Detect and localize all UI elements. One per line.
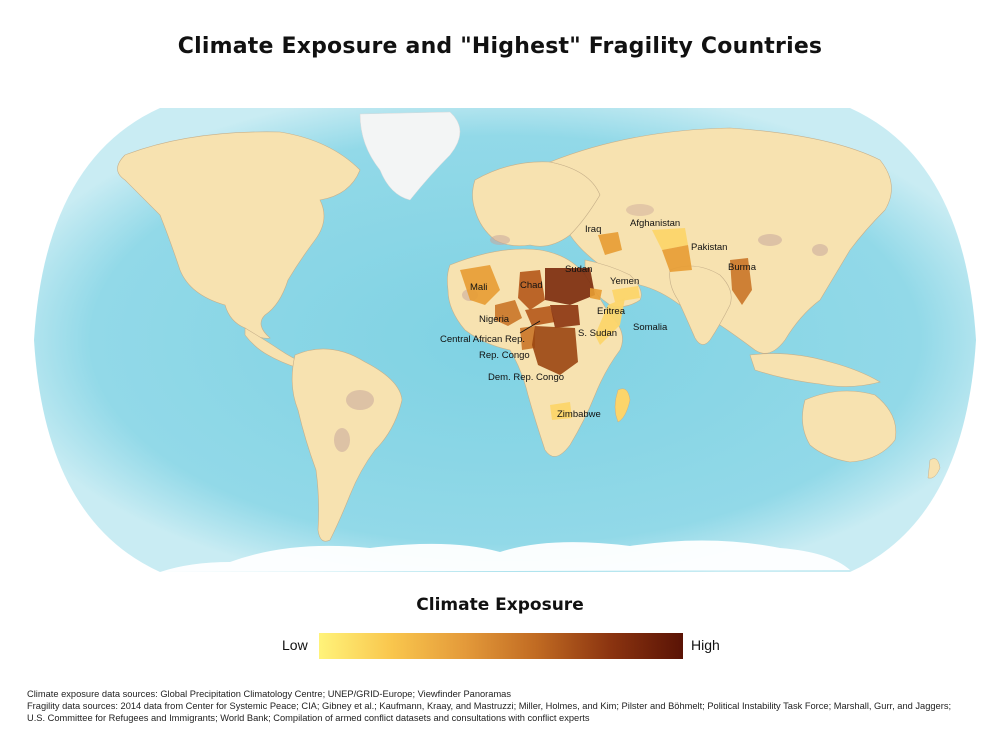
land-australia bbox=[802, 390, 897, 463]
region-burma bbox=[730, 258, 752, 305]
region-car bbox=[525, 306, 555, 326]
land-north-america bbox=[117, 131, 361, 339]
country-label: Pakistan bbox=[691, 242, 727, 253]
country-label: Iraq bbox=[585, 224, 601, 235]
leader-line bbox=[519, 320, 541, 334]
land-india bbox=[669, 265, 732, 345]
region-s-sudan bbox=[550, 305, 580, 328]
legend-high-label: High bbox=[691, 637, 720, 653]
country-label: Zimbabwe bbox=[557, 409, 601, 420]
country-label: Yemen bbox=[610, 276, 639, 287]
country-label: Nigeria bbox=[479, 314, 510, 325]
legend-title: Climate Exposure bbox=[416, 595, 584, 615]
dry-patch bbox=[758, 234, 782, 246]
world-map: Afghanistan Iraq Pakistan Sudan Yemen Burma Ma… bbox=[30, 100, 980, 580]
dry-patch bbox=[626, 204, 654, 216]
region-sudan bbox=[545, 268, 595, 305]
region-eritrea bbox=[590, 288, 602, 300]
region-nigeria bbox=[495, 300, 522, 326]
world-map-svg: Afghanistan Iraq Pakistan Sudan Yemen Burma Ma… bbox=[34, 108, 976, 572]
country-label: Dem. Rep. Congo bbox=[488, 372, 564, 383]
sources-line-1: Climate exposure data sources: Global Pr… bbox=[27, 689, 512, 699]
region-drc bbox=[532, 326, 578, 375]
region-chad bbox=[518, 270, 545, 310]
land-asia bbox=[548, 127, 892, 354]
country-label: Central African Rep. bbox=[440, 334, 525, 345]
region-somalia bbox=[595, 298, 625, 345]
map-title: Climate Exposure and "Highest" Fragility… bbox=[177, 34, 823, 59]
region-pakistan bbox=[662, 245, 692, 272]
region-afghanistan bbox=[652, 228, 688, 250]
land-madagascar bbox=[614, 388, 631, 423]
country-label: Chad bbox=[520, 280, 543, 291]
region-iraq bbox=[598, 232, 622, 255]
land-antarctica bbox=[160, 540, 850, 572]
country-label: Mali bbox=[470, 282, 487, 293]
dry-patch bbox=[812, 244, 828, 256]
region-zimbabwe bbox=[550, 402, 572, 420]
country-label: S. Sudan bbox=[578, 328, 617, 339]
country-label: Afghanistan bbox=[630, 218, 680, 229]
sources-note: Climate exposure data sources: Global Pr… bbox=[27, 688, 987, 724]
land-greenland bbox=[359, 111, 461, 201]
land-new-zealand bbox=[927, 458, 941, 479]
region-rep-congo bbox=[520, 326, 535, 350]
country-label: Rep. Congo bbox=[479, 350, 530, 361]
sources-line-2: Fragility data sources: 2014 data from C… bbox=[27, 701, 952, 711]
sources-line-3: U.S. Committee for Refugees and Immigran… bbox=[27, 713, 590, 723]
dry-patch bbox=[334, 428, 350, 452]
region-mali bbox=[460, 265, 500, 305]
country-label: Sudan bbox=[565, 264, 592, 275]
dry-patch bbox=[490, 235, 510, 245]
legend-low-label: Low bbox=[282, 637, 308, 653]
country-label: Eritrea bbox=[597, 306, 626, 317]
legend-gradient-bar bbox=[319, 633, 683, 659]
country-labels: Afghanistan Iraq Pakistan Sudan Yemen Burma Ma… bbox=[440, 218, 757, 420]
dry-patch bbox=[346, 390, 374, 410]
region-yemen bbox=[612, 286, 640, 302]
country-label: Burma bbox=[728, 262, 757, 273]
country-label: Somalia bbox=[633, 322, 668, 333]
land-indonesia bbox=[749, 353, 881, 387]
